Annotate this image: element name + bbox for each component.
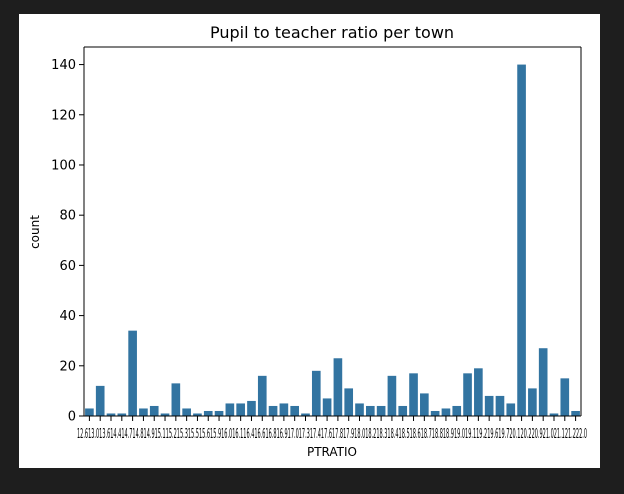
y-tick-label-20: 20 <box>59 359 76 374</box>
bar-17.6 <box>322 398 332 416</box>
bar-17.4 <box>311 370 321 416</box>
bar-16.1 <box>236 403 245 416</box>
bar-17.8 <box>333 358 343 416</box>
bar-16.4 <box>247 400 256 416</box>
bar-15.3 <box>182 408 191 416</box>
bar-17.9 <box>344 388 354 416</box>
bar-19.2 <box>474 368 483 416</box>
x-tick-labels: 12.613.013.614.414.714.814.915.115.215.3… <box>77 427 587 442</box>
y-tick-label-80: 80 <box>59 209 76 224</box>
y-axis-label: count <box>28 215 42 249</box>
bar-19.1 <box>463 373 472 416</box>
y-tick-label-100: 100 <box>51 158 76 173</box>
bar-18.9 <box>441 408 451 416</box>
bar-21.1 <box>549 413 559 416</box>
bar-19.0 <box>452 405 462 416</box>
bar-18.6 <box>409 373 418 416</box>
bar-20.9 <box>528 388 537 416</box>
bar-16.8 <box>268 405 278 416</box>
y-tick-label-60: 60 <box>59 259 76 274</box>
bars-group <box>85 64 580 416</box>
bar-15.1 <box>160 413 170 416</box>
bar-21.0 <box>538 348 548 416</box>
bar-14.8 <box>139 408 148 416</box>
bar-19.6 <box>484 395 494 416</box>
bar-chart: Pupil to teacher ratio per town 0 20 40 60 8… <box>28 23 587 459</box>
bar-21.2 <box>560 378 570 416</box>
bar-18.3 <box>376 405 386 416</box>
bar-15.5 <box>193 413 202 416</box>
y-tick-label-40: 40 <box>59 309 76 324</box>
bar-15.9 <box>214 410 224 416</box>
bar-18.0 <box>355 403 364 416</box>
bar-19.7 <box>495 395 505 416</box>
bar-12.6 <box>85 408 94 416</box>
bar-20.2 <box>517 64 526 416</box>
bar-22.0 <box>571 410 580 416</box>
bar-20.1 <box>506 403 516 416</box>
bar-13.0 <box>95 385 105 416</box>
y-tick-label-0: 0 <box>68 410 76 425</box>
bar-14.9 <box>149 405 159 416</box>
bar-18.7 <box>420 393 429 416</box>
bar-18.8 <box>430 410 440 416</box>
bar-15.6 <box>203 410 213 416</box>
bar-17.0 <box>290 405 299 416</box>
bar-18.2 <box>365 405 375 416</box>
bar-16.9 <box>279 403 289 416</box>
chart-title: Pupil to teacher ratio per town <box>210 23 454 42</box>
x-axis-label: PTRATIO <box>307 445 357 459</box>
figure: Pupil to teacher ratio per town 0 20 40 60 8… <box>19 14 600 468</box>
y-axis: 0 20 40 60 80 100 120 140 <box>51 58 577 425</box>
bar-16.0 <box>225 403 235 416</box>
y-tick-label-140: 140 <box>51 58 76 73</box>
bar-18.5 <box>398 405 408 416</box>
bar-17.3 <box>301 413 310 416</box>
bar-18.4 <box>387 375 397 416</box>
bar-16.6 <box>257 375 267 416</box>
y-tick-label-120: 120 <box>51 108 76 123</box>
bar-14.7 <box>128 330 137 416</box>
bar-15.2 <box>171 383 181 416</box>
bar-14.4 <box>117 413 127 416</box>
bar-13.6 <box>106 413 116 416</box>
